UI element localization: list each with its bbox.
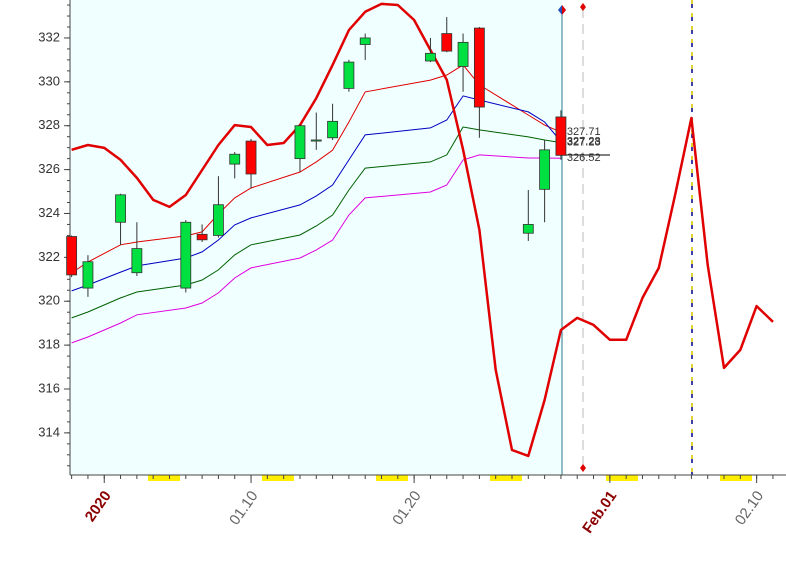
candle-body [343,61,355,89]
projection-marker [580,3,586,11]
y-tick-label: 320 [38,293,60,308]
y-tick-label: 314 [38,424,60,439]
y-tick-label: 318 [38,337,60,352]
envelope-line [71,154,561,344]
candle-body [425,52,436,62]
candle-body [213,204,224,236]
candle-body [294,125,306,160]
x-tick-label: Feb.01 [579,488,620,537]
weekend-bands [148,475,752,481]
y-tick-label: 332 [38,29,60,44]
y-tick-label: 328 [38,117,60,132]
candle-body [229,153,241,165]
candle-body [539,149,551,190]
candle-body [359,37,371,45]
y-tick-label: 324 [38,205,60,220]
candle-body [555,116,567,156]
candle-body [457,41,469,67]
past-area [70,0,562,475]
y-tick-label: 322 [38,249,60,264]
candle-body [131,248,143,274]
x-tick-label: 2020 [82,488,115,525]
x-tick-label: 01.10 [226,488,261,529]
top-marker-half [562,5,566,15]
candle-body [522,224,534,234]
candle-body [310,139,322,142]
last-value-label: 326.52 [567,152,601,164]
y-tick-label: 316 [38,380,60,395]
candle-body [196,233,208,241]
candle-body [473,27,485,108]
candle-body [115,194,126,223]
last-value-label: 327.71 [567,126,601,138]
envelope-line [71,64,562,274]
candle-body [327,120,338,139]
x-tick-label: 02.10 [732,488,767,529]
candle-body [180,221,192,289]
envelope-line [71,95,562,292]
last-value-label: 327.23 [567,137,601,149]
candle-body [66,236,78,276]
y-tick-label: 330 [38,73,60,88]
projection-marker [580,464,586,472]
envelope-line [71,126,561,319]
y-tick-label: 326 [38,161,60,176]
candle-body [245,140,257,175]
x-tick-label: 01.20 [389,488,424,529]
forecast-line [71,2,774,458]
candle-body [441,33,453,52]
last-value-label: 327.28 [567,135,601,147]
candle-body [82,261,94,289]
